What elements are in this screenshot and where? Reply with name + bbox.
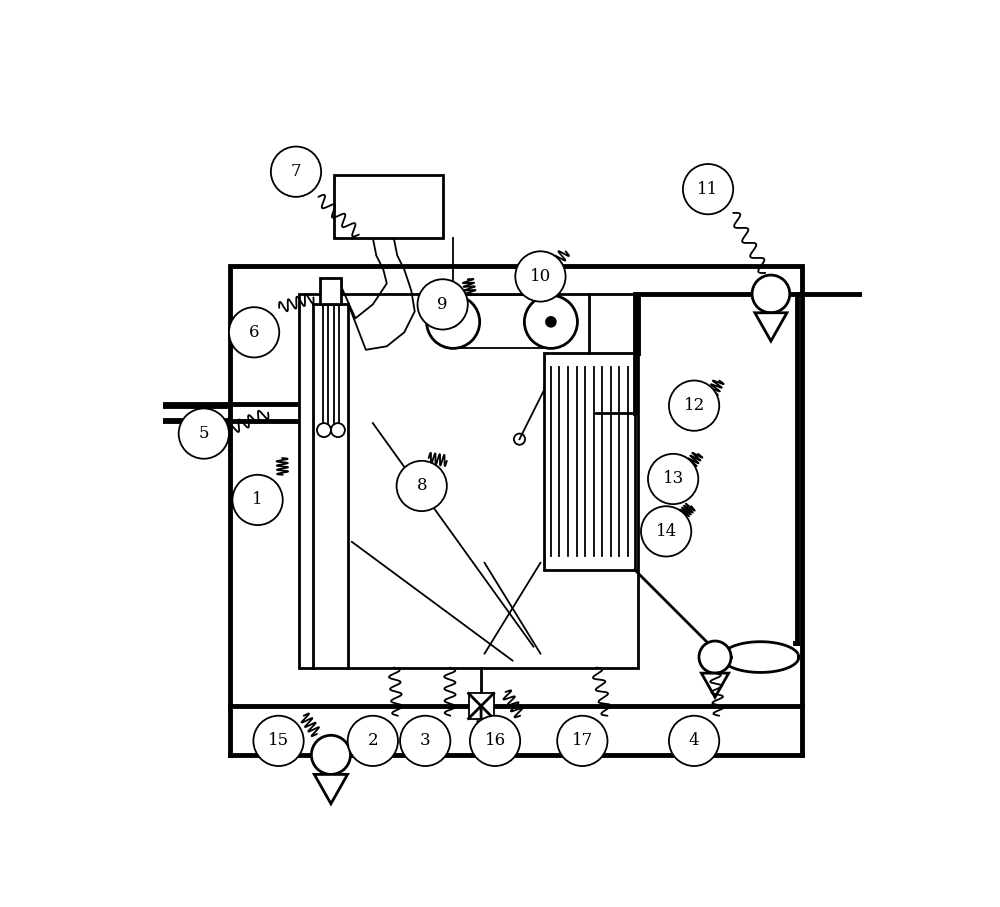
Circle shape <box>229 307 279 357</box>
Circle shape <box>752 275 790 313</box>
Bar <box>299 294 638 668</box>
Circle shape <box>515 251 566 302</box>
Text: 9: 9 <box>437 296 448 313</box>
Circle shape <box>427 296 480 348</box>
Circle shape <box>271 147 321 197</box>
Circle shape <box>232 474 283 525</box>
Circle shape <box>557 716 607 766</box>
Circle shape <box>470 716 520 766</box>
Text: 11: 11 <box>697 180 719 198</box>
Circle shape <box>546 317 556 327</box>
Circle shape <box>524 296 577 348</box>
Circle shape <box>448 317 458 327</box>
Text: 8: 8 <box>416 477 427 494</box>
Text: 4: 4 <box>689 732 699 749</box>
Circle shape <box>179 408 229 459</box>
Text: 2: 2 <box>368 732 378 749</box>
Bar <box>544 353 635 570</box>
Bar <box>334 175 443 238</box>
Bar <box>230 266 802 706</box>
Circle shape <box>648 454 698 504</box>
Polygon shape <box>701 673 729 697</box>
Polygon shape <box>755 313 787 341</box>
Circle shape <box>397 461 447 512</box>
Text: 16: 16 <box>484 732 506 749</box>
Circle shape <box>348 716 398 766</box>
Circle shape <box>418 279 468 329</box>
Text: 6: 6 <box>249 324 259 341</box>
Circle shape <box>253 716 304 766</box>
Text: 15: 15 <box>268 732 289 749</box>
Circle shape <box>683 164 733 214</box>
Text: 5: 5 <box>199 425 209 442</box>
Text: 7: 7 <box>291 163 301 180</box>
Text: 14: 14 <box>656 522 677 540</box>
Text: 3: 3 <box>420 732 431 749</box>
Circle shape <box>669 716 719 766</box>
Circle shape <box>699 641 731 673</box>
Text: 17: 17 <box>572 732 593 749</box>
Circle shape <box>400 716 450 766</box>
Circle shape <box>669 381 719 431</box>
Text: 12: 12 <box>683 397 705 414</box>
Polygon shape <box>314 775 348 804</box>
Text: 10: 10 <box>530 268 551 285</box>
Circle shape <box>641 506 691 557</box>
Circle shape <box>311 736 350 775</box>
Bar <box>320 278 341 305</box>
Text: 13: 13 <box>663 471 684 487</box>
Text: 1: 1 <box>252 492 263 509</box>
Bar <box>469 693 494 718</box>
